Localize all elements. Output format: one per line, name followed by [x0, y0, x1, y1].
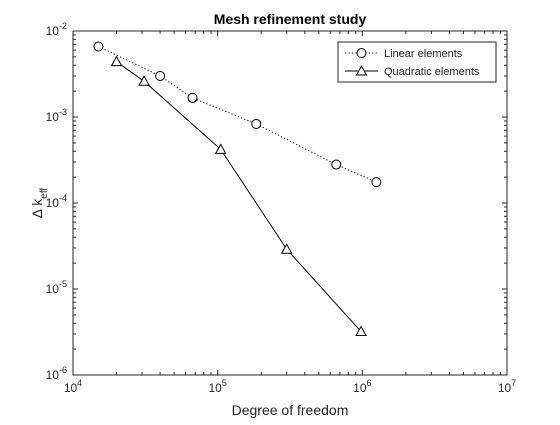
x-axis-label: Degree of freedom: [232, 402, 349, 418]
legend: Linear elements Quadratic elements: [338, 42, 496, 82]
data-point-circle: [332, 160, 341, 169]
legend-label-circle: Linear elements: [384, 48, 463, 60]
data-point-circle: [372, 178, 381, 187]
data-point-circle: [188, 93, 197, 102]
plot-area: [73, 31, 507, 375]
chart-title: Mesh refinement study: [214, 11, 367, 27]
data-point-circle: [252, 119, 261, 128]
legend-label-triangle: Quadratic elements: [384, 66, 480, 78]
legend-marker-circle: [357, 49, 366, 58]
data-point-circle: [94, 42, 103, 51]
data-point-circle: [156, 71, 165, 80]
